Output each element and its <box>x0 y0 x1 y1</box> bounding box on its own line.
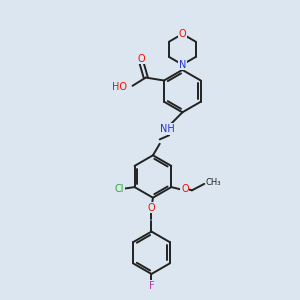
Text: NH: NH <box>160 124 175 134</box>
Text: HO: HO <box>112 82 127 92</box>
Text: F: F <box>149 281 154 291</box>
Text: N: N <box>179 60 186 70</box>
Text: O: O <box>137 54 145 64</box>
Text: O: O <box>181 184 189 194</box>
Text: Cl: Cl <box>115 184 124 194</box>
Text: O: O <box>148 203 155 213</box>
Text: O: O <box>178 29 186 39</box>
Text: CH₃: CH₃ <box>206 178 221 187</box>
